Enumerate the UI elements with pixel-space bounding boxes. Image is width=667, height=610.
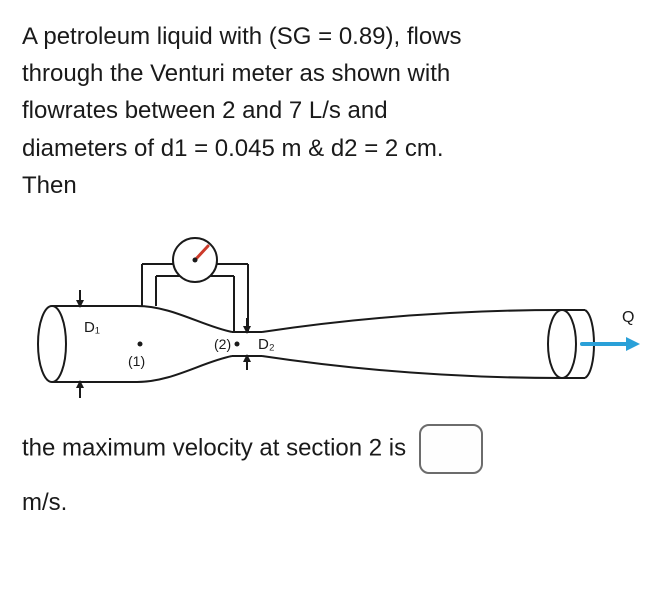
label-d2: D₂ — [258, 336, 275, 353]
label-q: Q — [622, 309, 634, 326]
diverging-top — [262, 310, 562, 332]
converging-top — [77, 306, 232, 332]
answer-unit-line: m/s. — [22, 484, 645, 521]
label-point1: (1) — [128, 353, 145, 369]
inlet-flange — [38, 306, 66, 382]
answer-input[interactable] — [419, 424, 483, 474]
problem-line-3: flowrates between 2 and 7 L/s and — [22, 92, 645, 129]
answer-sentence: the maximum velocity at section 2 is — [22, 424, 645, 474]
answer-unit: m/s. — [22, 489, 67, 516]
problem-line-4: diameters of d1 = 0.045 m & d2 = 2 cm. — [22, 130, 645, 167]
point-2-dot — [235, 341, 240, 346]
diverging-bottom — [262, 356, 562, 378]
flow-arrow-head — [626, 337, 640, 351]
problem-statement: A petroleum liquid with (SG = 0.89), flo… — [22, 18, 645, 204]
point-1-dot — [138, 341, 143, 346]
label-d1: D₁ — [84, 319, 100, 336]
problem-line-2: through the Venturi meter as shown with — [22, 55, 645, 92]
venturi-diagram: D₁ D₂ (1) (2) Q — [22, 224, 645, 414]
venturi-svg: D₁ D₂ (1) (2) Q — [22, 224, 645, 414]
answer-prefix: the maximum velocity at section 2 is — [22, 434, 406, 461]
converging-bottom — [77, 356, 232, 382]
problem-line-5: Then — [22, 167, 645, 204]
problem-line-1: A petroleum liquid with (SG = 0.89), flo… — [22, 18, 645, 55]
gauge-hub — [193, 257, 198, 262]
outlet-flange — [548, 310, 576, 378]
label-point2: (2) — [214, 336, 231, 352]
